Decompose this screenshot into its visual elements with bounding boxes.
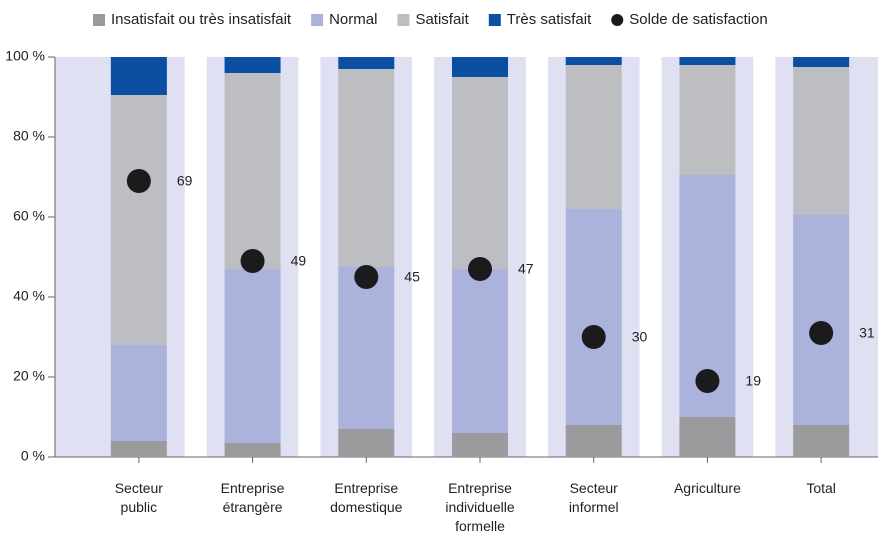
bar-segment xyxy=(224,443,281,457)
x-tick-label-line: Secteur xyxy=(115,480,164,496)
band-separator xyxy=(639,57,662,457)
bar-segment xyxy=(452,433,508,457)
y-tick-label: 100 % xyxy=(5,48,45,64)
data-label: 69 xyxy=(177,173,193,189)
x-tick-label-line: Secteur xyxy=(570,480,619,496)
x-tick-label-line: formelle xyxy=(455,518,505,534)
bar-segment xyxy=(793,215,850,425)
data-label: 49 xyxy=(291,253,307,269)
balance-dot xyxy=(354,265,379,289)
band-separator xyxy=(298,57,321,457)
x-tick-label-line: informel xyxy=(569,499,619,515)
x-tick-label-line: Entreprise xyxy=(334,480,398,496)
y-tick-label: 80 % xyxy=(13,128,45,144)
legend-label: Très satisfait xyxy=(507,11,592,28)
x-tick-label: Secteur informel xyxy=(569,480,619,515)
bar-segment xyxy=(110,345,167,441)
band-separator xyxy=(525,57,548,457)
bar-segment xyxy=(110,441,167,457)
legend-swatch xyxy=(93,14,105,26)
x-tick-label: Total xyxy=(806,480,836,496)
y-tick-label: 40 % xyxy=(13,288,45,304)
bar-segment xyxy=(452,77,508,269)
band-separator xyxy=(412,57,435,457)
bar-segment xyxy=(565,65,622,209)
balance-dot xyxy=(809,321,834,345)
x-tick-label: Entreprise étrangère xyxy=(221,480,285,515)
data-label: 19 xyxy=(745,373,761,389)
legend-swatch xyxy=(488,14,501,26)
bar-segment xyxy=(452,269,508,433)
x-tick-label-line: individuelle xyxy=(445,499,514,515)
bar-segment xyxy=(110,95,167,345)
balance-dot xyxy=(468,257,492,281)
bar-segment xyxy=(565,209,622,425)
bar-segment xyxy=(452,57,508,77)
legend-label: Solde de satisfaction xyxy=(629,11,767,28)
bar-segment xyxy=(793,67,850,215)
balance-dot xyxy=(695,369,720,393)
bar-segment xyxy=(224,73,281,269)
data-label: 30 xyxy=(632,329,648,345)
legend-label: Normal xyxy=(329,11,377,28)
legend-swatch xyxy=(611,14,624,26)
band-separator xyxy=(184,57,207,457)
band-separator xyxy=(753,57,776,457)
data-label: 47 xyxy=(518,261,534,277)
bar-segment xyxy=(679,65,736,175)
bar-segment xyxy=(224,57,281,73)
legend-label: Satisfait xyxy=(415,11,469,28)
data-label: 45 xyxy=(404,269,420,285)
x-tick-label-line: domestique xyxy=(330,499,403,515)
x-tick-label-line: Entreprise xyxy=(221,480,285,496)
bar-segment xyxy=(338,267,395,429)
x-tick-label: Secteur public xyxy=(115,480,164,515)
bar-segment xyxy=(565,425,622,457)
bar-segment xyxy=(565,57,622,65)
x-tick-label-line: Entreprise xyxy=(448,480,512,496)
x-tick-label: Entreprise individuelle formelle xyxy=(445,480,514,534)
bar-segment xyxy=(338,57,395,69)
y-tick-label: 0 % xyxy=(21,448,45,464)
x-tick-label: Agriculture xyxy=(674,480,741,496)
bar-segment xyxy=(338,69,395,267)
data-label: 31 xyxy=(859,325,875,341)
legend-label: Insatisfait ou très insatisfait xyxy=(111,11,292,28)
x-tick-label-line: étrangère xyxy=(223,499,283,515)
x-tick-label: Entreprise domestique xyxy=(330,480,403,515)
bar-segment xyxy=(338,429,395,457)
x-tick-label-line: public xyxy=(121,499,158,515)
bar-segment xyxy=(679,57,736,65)
legend-swatch xyxy=(311,14,324,26)
x-tick-label-line: Total xyxy=(806,480,836,496)
bar-segment xyxy=(793,57,850,67)
bar-segment xyxy=(110,57,167,95)
x-tick-label-line: Agriculture xyxy=(674,480,741,496)
bar-segment xyxy=(793,425,850,457)
balance-dot xyxy=(240,249,265,273)
y-tick-label: 20 % xyxy=(13,368,45,384)
bar-segment xyxy=(679,417,736,457)
bar-segment xyxy=(224,269,281,443)
legend-swatch xyxy=(397,14,410,26)
y-tick-label: 60 % xyxy=(13,208,45,224)
balance-dot xyxy=(581,325,606,349)
balance-dot xyxy=(126,169,151,193)
